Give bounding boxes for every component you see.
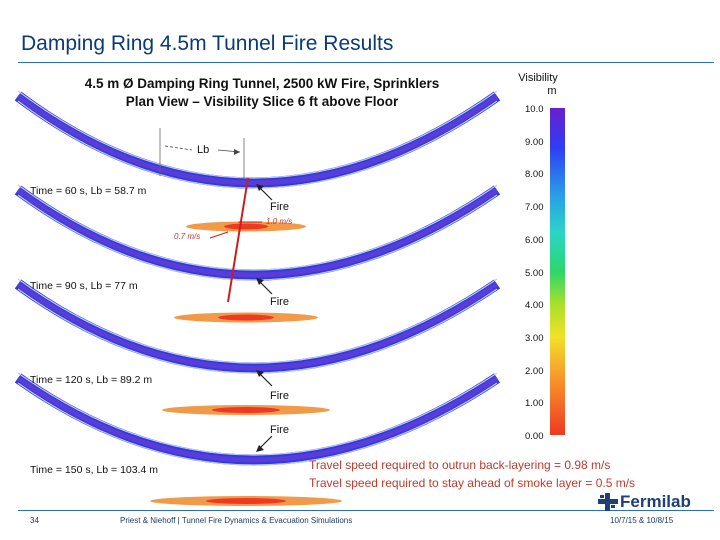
travel-line xyxy=(227,177,249,303)
speed-label-right: 1.0 m/s xyxy=(266,217,293,226)
colorbar-tick-label: 8.00 xyxy=(525,169,544,181)
fire-core-3 xyxy=(212,407,280,413)
colorbar-tick-label: 0.00 xyxy=(525,431,544,442)
panel-caption-3: Time = 120 s, Lb = 89.2 m xyxy=(30,374,153,386)
colorbar-tick-label: 3.00 xyxy=(525,332,544,344)
slide-title: Damping Ring 4.5m Tunnel Fire Results xyxy=(21,32,394,55)
colorbar-title-line2: m xyxy=(547,85,557,97)
footer-dates: 10/7/15 & 10/8/15 xyxy=(610,516,674,525)
panel-caption-1: Time = 60 s, Lb = 58.7 m xyxy=(30,185,147,197)
speed-label-left: 0.7 m/s xyxy=(174,232,201,241)
tunnel-edge-top-3 xyxy=(17,278,498,364)
speed-arrow-left xyxy=(209,231,229,239)
lb-arrowhead xyxy=(234,149,240,155)
colorbar-tick-label: 1.00 xyxy=(525,398,544,410)
lb-label: Lb xyxy=(197,144,210,156)
page-number: 34 xyxy=(30,516,39,525)
visibility-colorbar xyxy=(550,108,565,435)
fire-core-1 xyxy=(224,223,268,230)
figure-title-line1: 4.5 m Ø Damping Ring Tunnel, 2500 kW Fir… xyxy=(84,76,440,91)
fermilab-logo-text: Fermilab xyxy=(620,492,691,511)
tunnel-edge-top-1 xyxy=(17,90,498,179)
footer-authors: Priest & Niehoff | Tunnel Fire Dynamics … xyxy=(120,516,353,525)
fire-label-4: Fire xyxy=(270,424,289,436)
fire-label-2: Fire xyxy=(270,296,289,308)
lb-arrow-left xyxy=(164,145,193,151)
fire-label-3: Fire xyxy=(270,390,289,402)
tunnel-core-1 xyxy=(16,93,499,186)
colorbar-tick-label: 5.00 xyxy=(525,267,544,279)
panel-caption-4: Time = 150 s, Lb = 103.4 m xyxy=(30,464,159,476)
header-rule xyxy=(18,62,714,63)
note-smoke-layer: Travel speed required to stay ahead of s… xyxy=(309,476,636,490)
fire-core-2 xyxy=(218,314,274,321)
tunnel-core-2 xyxy=(16,187,499,278)
tunnel-edge-top-2 xyxy=(17,184,498,271)
colorbar-tick-label: 10.0 xyxy=(525,104,544,115)
figure-title-line2: Plan View – Visibility Slice 6 ft above … xyxy=(125,94,399,109)
tunnel-edge-top-4 xyxy=(17,372,498,456)
footer-rule xyxy=(18,510,714,511)
tunnel-core-4 xyxy=(16,375,499,463)
fermilab-logo-icon xyxy=(598,493,618,511)
tunnel-edge-bottom-3 xyxy=(17,288,498,374)
fire-core-4 xyxy=(206,498,286,504)
note-backlayering: Travel speed required to outrun back-lay… xyxy=(309,458,611,472)
colorbar-tick-label: 4.00 xyxy=(525,300,544,312)
tunnel-edge-bottom-2 xyxy=(17,194,498,281)
colorbar-tick-label: 6.00 xyxy=(525,234,544,246)
fire-label-1: Fire xyxy=(270,201,289,213)
colorbar-title-line1: Visibility xyxy=(518,72,558,84)
colorbar-tick-label: 2.00 xyxy=(525,365,544,377)
colorbar-tick-label: 9.00 xyxy=(525,136,544,148)
colorbar-tick-label: 7.00 xyxy=(525,202,544,214)
panel-caption-2: Time = 90 s, Lb = 77 m xyxy=(30,280,138,292)
fermilab-logo: Fermilab xyxy=(598,492,691,512)
colorbar-title: Visibility m xyxy=(508,72,568,98)
tunnel-edge-bottom-1 xyxy=(17,100,498,189)
tunnel-core-3 xyxy=(16,281,499,371)
tunnel-edge-bottom-4 xyxy=(17,382,498,466)
